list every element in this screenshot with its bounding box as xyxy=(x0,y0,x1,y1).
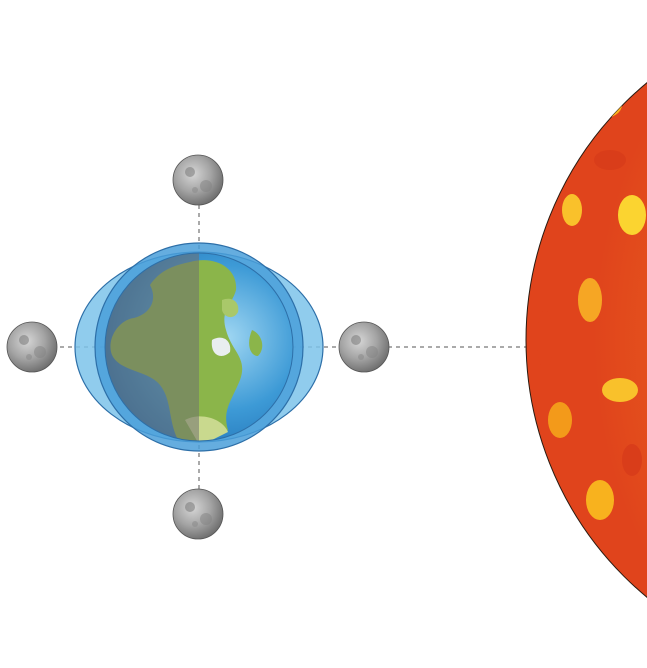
sun-icon xyxy=(525,82,647,630)
moon-icon xyxy=(6,321,58,373)
moon-top xyxy=(172,154,224,206)
moon-left xyxy=(6,321,58,373)
moon-bottom xyxy=(172,488,224,540)
moon-icon xyxy=(172,154,224,206)
moon-right xyxy=(338,321,390,373)
moon-icon xyxy=(172,488,224,540)
moon-icon xyxy=(338,321,390,373)
